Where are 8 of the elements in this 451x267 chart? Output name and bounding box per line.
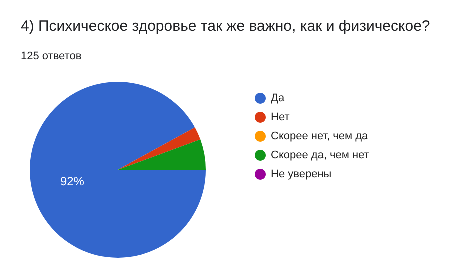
legend-label: Скорее нет, чем да xyxy=(271,130,370,142)
chart-subtitle: 125 ответов xyxy=(21,50,82,62)
chart-title: 4) Психическое здоровье так же важно, как и физическое? xyxy=(21,18,430,35)
legend-label: Не уверены xyxy=(271,168,332,180)
legend-label: Скорее да, чем нет xyxy=(271,150,370,162)
legend-label: Нет xyxy=(271,112,290,124)
legend-label: Да xyxy=(271,92,286,104)
data-label: 92% xyxy=(60,174,85,189)
